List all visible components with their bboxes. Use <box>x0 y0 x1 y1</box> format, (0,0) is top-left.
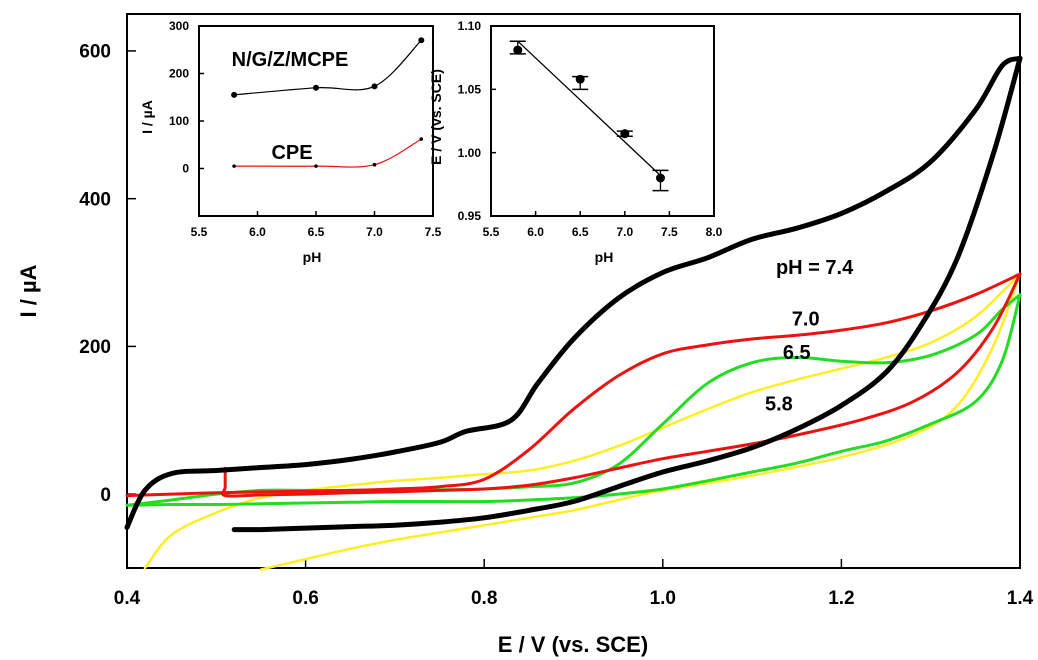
inset1-y-tick-label: 0 <box>182 162 189 176</box>
inset2-y-axis: 0.95 1.00 1.05 1.10 <box>458 19 496 223</box>
cv-curve-ph-7-0-forward <box>125 272 1022 498</box>
inset1-y-axis-label: I / µA <box>139 100 155 134</box>
main-x-tick-label: 0.8 <box>471 588 497 609</box>
main-x-tick-label: 0.4 <box>114 588 141 609</box>
inset1-point <box>313 84 319 91</box>
ph-annotation: 5.8 <box>765 394 793 416</box>
inset2-point <box>575 74 585 84</box>
inset2-x-tick-label: 6.0 <box>527 225 544 239</box>
inset1-series-label-ngz: N/G/Z/MCPE <box>232 49 349 71</box>
main-x-axis: 0.4 0.6 0.8 1.0 1.2 1.4 <box>114 559 1034 609</box>
inset2-marks <box>509 40 669 192</box>
main-y-axis: 0 200 400 600 <box>79 42 136 506</box>
ph-annotation: pH = 7.4 <box>776 257 854 279</box>
inset1-point <box>418 37 425 44</box>
inset2-y-tick-label: 0.95 <box>458 209 482 223</box>
main-annotations: pH = 7.4 7.0 6.5 5.8 <box>765 257 854 416</box>
cv-curve-ph-7-4-forward <box>124 55 1023 530</box>
inset2-point <box>513 45 523 55</box>
inset2-x-tick-label: 7.0 <box>616 225 633 239</box>
inset1-point <box>372 162 377 167</box>
inset2-x-tick-label: 8.0 <box>706 225 723 239</box>
inset1-x-axis-label: pH <box>303 249 322 265</box>
inset1-y-tick-label: 200 <box>169 67 189 81</box>
ph-annotation: 6.5 <box>783 342 811 364</box>
inset1-x-tick-label: 5.5 <box>191 225 208 239</box>
inset1-x-tick-label: 6.5 <box>308 225 325 239</box>
inset1-y-tick-label: 300 <box>169 19 189 33</box>
inset1-series-label-cpe: CPE <box>271 142 312 164</box>
inset1-line-cpe <box>234 138 422 168</box>
cv-curve-ph-7-0-reverse <box>221 272 1022 498</box>
inset1-point <box>371 83 378 90</box>
inset2-fit-line <box>517 40 661 176</box>
inset-potential-vs-ph: 5.5 6.0 6.5 7.0 7.5 8.0 0.95 1.00 1.05 1.10 pH E… <box>428 19 723 265</box>
inset-current-vs-ph: 5.5 6.0 6.5 7.0 7.5 0 100 200 300 N/G/Z/MCPE CP… <box>139 19 442 265</box>
inset2-x-tick-label: 5.5 <box>483 225 500 239</box>
main-y-tick-label: 600 <box>79 42 111 63</box>
inset1-point <box>419 137 424 141</box>
main-y-tick-label: 200 <box>79 337 111 358</box>
inset1-point <box>231 91 238 98</box>
inset2-y-tick-label: 1.00 <box>458 146 482 160</box>
inset2-y-tick-label: 1.05 <box>458 83 482 97</box>
inset1-plot-frame <box>198 25 434 217</box>
inset1-x-tick-label: 7.5 <box>425 225 442 239</box>
inset1-point <box>232 164 236 168</box>
ph-annotation: 7.0 <box>792 309 820 331</box>
main-curves <box>124 55 1023 571</box>
main-y-axis-label: I / µA <box>16 264 41 317</box>
main-x-tick-label: 1.2 <box>828 588 854 609</box>
inset2-y-tick-label: 1.10 <box>458 19 482 33</box>
inset1-y-axis: 0 100 200 300 <box>169 19 204 176</box>
inset2-x-tick-label: 7.5 <box>661 225 678 239</box>
main-y-tick-label: 0 <box>100 485 111 506</box>
inset2-point <box>655 173 665 183</box>
inset1-x-tick-label: 6.0 <box>249 225 266 239</box>
inset1-y-tick-label: 100 <box>169 114 189 128</box>
inset2-point <box>620 129 630 139</box>
main-x-tick-label: 1.4 <box>1007 588 1034 609</box>
main-x-tick-label: 0.6 <box>292 588 318 609</box>
inset1-x-tick-label: 7.0 <box>366 225 383 239</box>
inset1-line-ngz-mcpe <box>234 39 422 96</box>
main-x-tick-label: 1.0 <box>650 588 676 609</box>
main-x-axis-label: E / V (vs. SCE) <box>498 632 648 657</box>
inset1-x-axis: 5.5 6.0 6.5 7.0 7.5 <box>191 211 442 239</box>
inset2-x-tick-label: 6.5 <box>572 225 589 239</box>
inset2-y-axis-label: E / V (vs. SCE) <box>428 69 444 165</box>
inset2-x-axis: 5.5 6.0 6.5 7.0 7.5 8.0 <box>483 211 723 239</box>
main-y-tick-label: 400 <box>79 189 111 210</box>
cv-curve-ph-7-4-reverse <box>231 55 1023 533</box>
inset2-x-axis-label: pH <box>595 249 614 265</box>
inset1-curves <box>231 37 425 168</box>
inset1-point <box>314 164 318 168</box>
